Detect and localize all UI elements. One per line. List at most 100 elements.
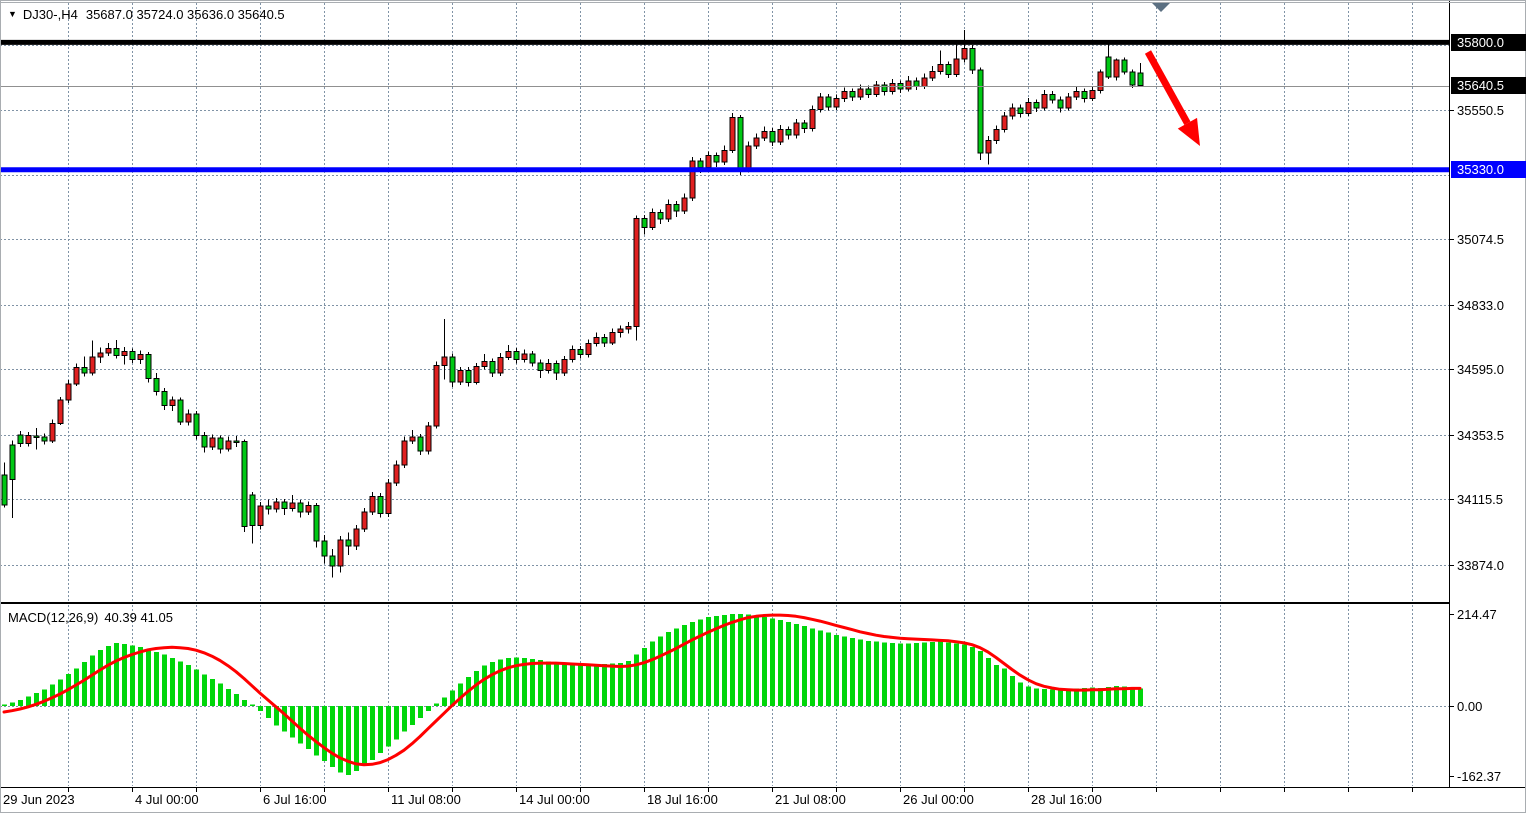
time-axis-label: 4 Jul 00:00 <box>135 792 199 807</box>
candle-bearish <box>201 434 208 448</box>
candle-bullish <box>409 436 416 442</box>
candle-bullish <box>665 203 672 220</box>
candle-bullish <box>457 369 464 383</box>
time-scale[interactable]: 29 Jun 2023 4 Jul 00:00 6 Jul 16:00 11 Jul … <box>0 789 1526 813</box>
candle-bullish <box>225 440 232 450</box>
candle-bearish <box>465 369 472 384</box>
candle-bearish <box>1 474 8 506</box>
candle-bearish <box>945 64 952 75</box>
candle-bullish <box>745 145 752 170</box>
candle-bullish <box>385 482 392 515</box>
macd-name: MACD(12,26,9) <box>8 610 99 625</box>
candle-bullish <box>305 504 312 513</box>
candle-bullish <box>57 399 64 424</box>
candle-bullish <box>809 109 816 130</box>
candle-bullish <box>97 352 104 358</box>
time-axis-label: 6 Jul 16:00 <box>263 792 327 807</box>
candle-bearish <box>785 129 792 136</box>
candle-bullish <box>1025 102 1032 114</box>
candle-bullish <box>49 422 56 442</box>
candle-bullish <box>777 129 784 143</box>
candle-bullish <box>481 361 488 368</box>
macd-axis-label: 0.00 <box>1457 699 1483 714</box>
down-arrow-annotation[interactable] <box>1144 50 1200 146</box>
candle-bearish <box>657 212 664 220</box>
candle-bullish <box>353 528 360 547</box>
macd-indicator-label: MACD(12,26,9) 40.39 41.05 <box>8 610 173 625</box>
candle-bullish <box>961 47 968 60</box>
candle-bullish <box>473 366 480 384</box>
candle-bearish <box>1081 91 1088 100</box>
candle-bullish <box>921 77 928 87</box>
candle-bearish <box>577 348 584 356</box>
candle-bearish <box>217 437 224 450</box>
candle-bearish <box>641 218 648 228</box>
candle-bearish <box>233 440 240 443</box>
candle-bullish <box>169 399 176 407</box>
candle-bearish <box>1105 56 1112 78</box>
candle-bullish <box>817 96 824 111</box>
candle-bullish <box>833 98 840 108</box>
candle-bearish <box>801 122 808 130</box>
candle-bearish <box>113 348 120 356</box>
candle-bearish <box>513 350 520 361</box>
candle-bearish <box>529 353 536 364</box>
candle-bullish <box>585 342 592 356</box>
candle-bullish <box>65 383 72 401</box>
price-axis-label: 34595.0 <box>1457 362 1504 378</box>
candle-bearish <box>281 501 288 510</box>
candle-bullish <box>593 336 600 344</box>
candle-bullish <box>425 425 432 452</box>
candle-bullish <box>393 464 400 484</box>
chart-shift-marker-icon[interactable] <box>1152 3 1170 12</box>
candle-bullish <box>361 511 368 530</box>
candle-bearish <box>1137 72 1144 87</box>
candle-bullish <box>545 363 552 371</box>
candle-bullish <box>1113 59 1120 78</box>
candle-bearish <box>41 436 48 442</box>
price-badge: 35330.0 <box>1451 161 1526 179</box>
candle-bullish <box>137 354 144 361</box>
candle-bullish <box>1089 90 1096 100</box>
ohlc-values: 35687.0 35724.0 35636.0 35640.5 <box>85 7 285 22</box>
macd-signal-line <box>2 613 1142 767</box>
candle-bearish <box>177 399 184 423</box>
candle-bearish <box>161 391 168 407</box>
time-axis-label: 14 Jul 00:00 <box>519 792 590 807</box>
candle-bearish <box>33 435 40 439</box>
candle-bullish <box>889 83 896 93</box>
price-scale[interactable]: 35550.5 35074.5 34833.0 34595.0 34353.5 34115… <box>1451 0 1526 787</box>
candle-bullish <box>753 137 760 147</box>
candle-bearish <box>713 155 720 163</box>
time-axis-label: 29 Jun 2023 <box>3 792 75 807</box>
time-axis-label: 21 Jul 08:00 <box>775 792 846 807</box>
candle-bullish <box>953 58 960 75</box>
candle-bullish <box>1041 93 1048 109</box>
candle-bearish <box>265 505 272 510</box>
candle-bullish <box>905 80 912 90</box>
candle-bullish <box>561 359 568 374</box>
price-axis-label: 35550.5 <box>1457 103 1504 118</box>
candle-bullish <box>505 350 512 358</box>
candle-bullish <box>649 212 656 228</box>
candle-bullish <box>105 348 112 354</box>
candle-bearish <box>825 96 832 108</box>
candle-bearish <box>81 367 88 374</box>
candle-bearish <box>321 540 328 557</box>
candle-bullish <box>729 117 736 151</box>
candle-bearish <box>1129 71 1136 86</box>
candle-bearish <box>449 356 456 383</box>
candle-bullish <box>873 84 880 95</box>
candle-bullish <box>1001 115 1008 131</box>
candle-bullish <box>841 91 848 100</box>
candle-bullish <box>985 140 992 154</box>
candle-bullish <box>289 502 296 510</box>
candle-bearish <box>489 361 496 374</box>
dropdown-arrow-icon[interactable]: ▼ <box>8 9 17 19</box>
price-axis-label: 34115.5 <box>1457 492 1504 508</box>
candle-bullish <box>569 348 576 361</box>
macd-axis-label: 214.47 <box>1457 607 1497 622</box>
candle-bearish <box>1121 59 1128 73</box>
